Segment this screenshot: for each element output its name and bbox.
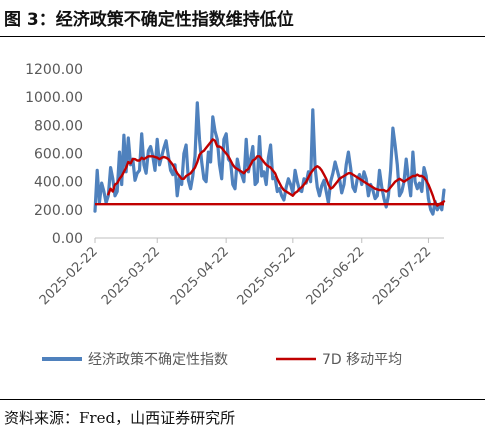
y-tick-label: 1000.00 [25,90,83,106]
figure-title: 图 3：经济政策不确定性指数维持低位 [4,10,294,30]
y-tick-label: 600.00 [34,147,83,163]
y-tick-label: 0.00 [52,231,83,247]
x-axis [94,237,444,243]
source-label: 资料来源： [4,409,80,427]
y-axis: 0.00 200.00 400.00 600.00 800.00 1000.00 1200.… [25,62,83,247]
x-tick-label: 2025-02-22 [37,244,101,308]
x-tick-label: 2025-05-22 [235,244,299,308]
source-note: 资料来源：Fred，山西证券研究所 [4,407,235,428]
series-line-7d-moving-average [107,138,446,207]
legend-label-7d-moving-average: 7D 移动平均 [322,352,402,368]
x-tick-label: 2025-06-22 [304,244,368,308]
source-text: Fred，山西证券研究所 [79,409,236,427]
legend-label-epu-index: 经济政策不确定性指数 [88,351,228,368]
title-rule [0,36,485,37]
x-tick-label: 2025-07-22 [370,244,434,308]
y-tick-label: 800.00 [34,118,83,134]
y-tick-label: 200.00 [34,203,83,219]
x-tick-label: 2025-04-22 [168,244,232,308]
series-line-epu-index [93,101,446,216]
y-tick-label: 400.00 [34,175,83,191]
plot-area [93,101,446,216]
chart: 0.00 200.00 400.00 600.00 800.00 1000.00 1200.… [25,62,446,368]
x-tick-label: 2025-03-22 [99,244,163,308]
y-tick-label: 1200.00 [25,62,83,78]
legend: 经济政策不确定性指数 7D 移动平均 [42,351,402,368]
source-rule [0,399,485,400]
